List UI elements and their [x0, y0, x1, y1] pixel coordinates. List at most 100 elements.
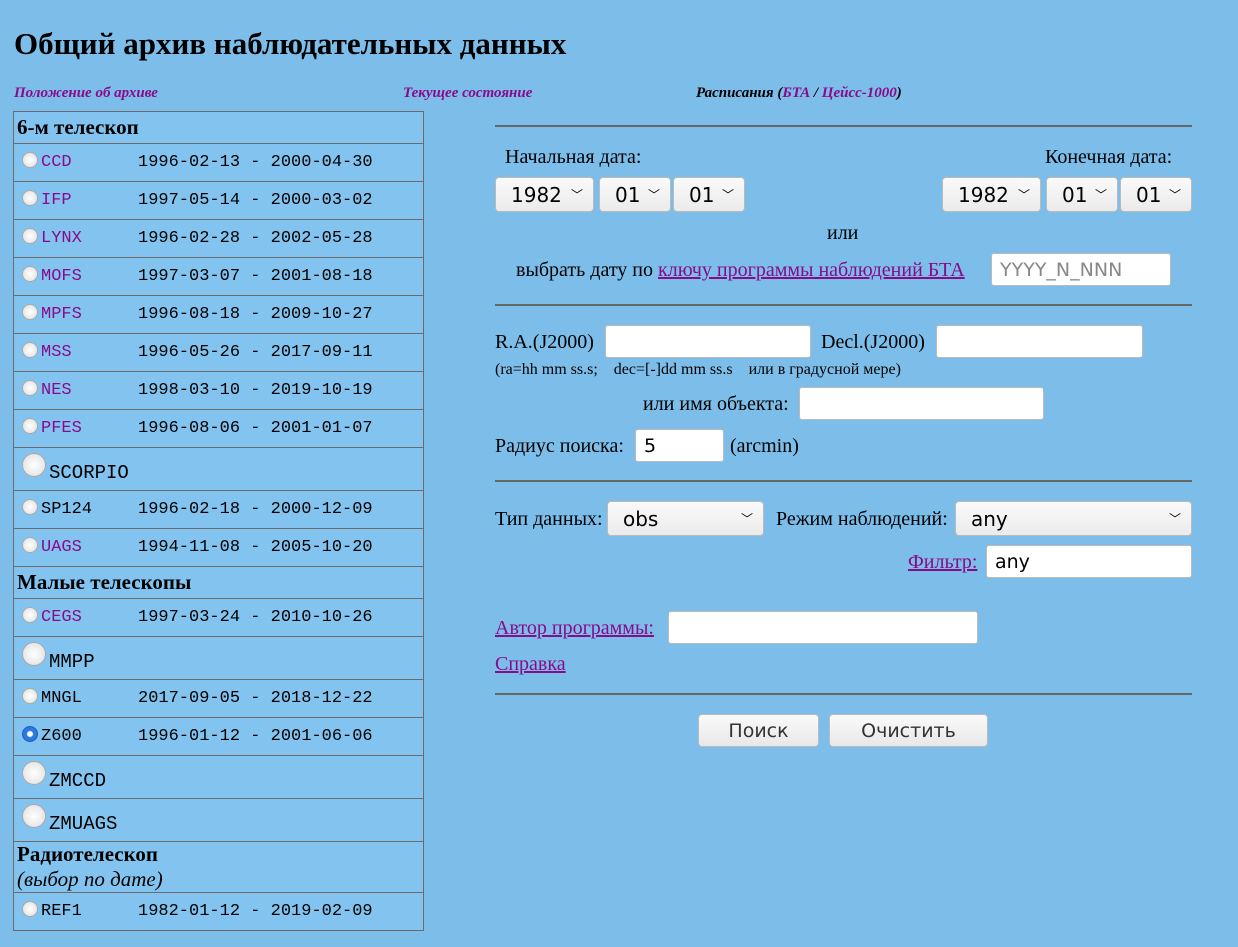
- current-status-link[interactable]: Текущее состояние: [403, 85, 533, 101]
- section-header: Малые телескопы: [13, 566, 424, 599]
- chevron-down-icon: ﹀: [721, 188, 734, 202]
- zeiss-schedule-link[interactable]: Цейсс-1000: [821, 85, 897, 101]
- instrument-radio[interactable]: [22, 498, 38, 515]
- program-key-link[interactable]: ключу программы наблюдений БТА: [658, 259, 965, 281]
- instrument-table: 6-м телескоп CCD 1996-02-13 - 2000-04-30 IF…: [13, 111, 424, 931]
- bta-schedule-link[interactable]: БТА: [782, 85, 811, 101]
- instrument-row[interactable]: IFP 1997-05-14 - 2000-03-02: [13, 181, 424, 220]
- end-month-select[interactable]: 01 ﹀: [1046, 177, 1118, 212]
- clear-button[interactable]: Очистить: [829, 714, 988, 747]
- author-input[interactable]: [668, 611, 978, 644]
- obs-mode-label: Режим наблюдений:: [776, 508, 948, 530]
- obs-mode-select[interactable]: any ﹀: [955, 501, 1192, 536]
- instrument-name: MMPP: [49, 651, 95, 673]
- instrument-name[interactable]: CCD: [41, 153, 72, 172]
- instrument-radio[interactable]: [22, 379, 38, 396]
- end-day-select[interactable]: 01 ﹀: [1120, 177, 1192, 212]
- date-range: 1997-05-14 - 2000-03-02: [138, 191, 373, 210]
- instrument-row[interactable]: SP124 1996-02-18 - 2000-12-09: [13, 490, 424, 529]
- date-range: 1996-08-18 - 2009-10-27: [138, 305, 373, 324]
- chevron-down-icon: ﹀: [1168, 512, 1181, 526]
- instrument-name[interactable]: LYNX: [41, 229, 82, 248]
- instrument-radio[interactable]: [22, 265, 38, 282]
- object-name-input[interactable]: [799, 387, 1044, 420]
- about-archive-link[interactable]: Положение об архиве: [14, 85, 158, 101]
- divider: [495, 693, 1192, 695]
- instrument-name: ZMUAGS: [49, 813, 118, 835]
- chevron-down-icon: ﹀: [1017, 188, 1030, 202]
- instrument-radio[interactable]: [22, 606, 38, 623]
- date-range: 1997-03-24 - 2010-10-26: [138, 608, 373, 627]
- instrument-radio[interactable]: [22, 189, 38, 206]
- filter-link[interactable]: Фильтр:: [908, 551, 978, 573]
- instrument-row[interactable]: MPFS 1996-08-18 - 2009-10-27: [13, 295, 424, 334]
- instrument-row[interactable]: SCORPIO: [13, 447, 424, 491]
- instrument-row[interactable]: Z600 1996-01-12 - 2001-06-06: [13, 717, 424, 756]
- instrument-radio[interactable]: [22, 303, 38, 320]
- instrument-radio[interactable]: [22, 900, 38, 917]
- instrument-name: ZMCCD: [49, 770, 107, 792]
- instrument-radio[interactable]: [22, 453, 46, 477]
- instrument-radio[interactable]: [22, 536, 38, 553]
- instrument-row[interactable]: CEGS 1997-03-24 - 2010-10-26: [13, 598, 424, 637]
- instrument-row[interactable]: MSS 1996-05-26 - 2017-09-11: [13, 333, 424, 372]
- instrument-name[interactable]: CEGS: [41, 608, 82, 627]
- instrument-row[interactable]: MOFS 1997-03-07 - 2001-08-18: [13, 257, 424, 296]
- divider: [495, 304, 1192, 306]
- section-subtitle: (выбор по дате): [17, 867, 163, 891]
- chevron-down-icon: ﹀: [1094, 188, 1107, 202]
- filter-input[interactable]: any: [986, 545, 1192, 578]
- instrument-row[interactable]: NES 1998-03-10 - 2019-10-19: [13, 371, 424, 410]
- instrument-name: Z600: [41, 727, 82, 746]
- start-date-label: Начальная дата:: [505, 146, 642, 168]
- date-range: 1982-01-12 - 2019-02-09: [138, 902, 373, 921]
- start-month-select[interactable]: 01 ﹀: [599, 177, 671, 212]
- date-range: 2017-09-05 - 2018-12-22: [138, 689, 373, 708]
- search-button[interactable]: Поиск: [698, 714, 819, 747]
- author-link[interactable]: Автор программы:: [495, 617, 654, 639]
- ra-input[interactable]: [605, 325, 811, 358]
- program-key-input[interactable]: YYYY_N_NNN: [991, 253, 1171, 286]
- dec-input[interactable]: [936, 325, 1143, 358]
- instrument-row[interactable]: MMPP: [13, 636, 424, 680]
- instrument-row[interactable]: PFES 1996-08-06 - 2001-01-07: [13, 409, 424, 448]
- radius-input[interactable]: 5: [635, 429, 724, 462]
- instrument-row[interactable]: ZMUAGS: [13, 798, 424, 842]
- instrument-radio[interactable]: [22, 227, 38, 244]
- section-header: Радиотелескоп (выбор по дате): [13, 841, 424, 893]
- end-year-select[interactable]: 1982 ﹀: [942, 177, 1041, 212]
- instrument-row[interactable]: ZMCCD: [13, 755, 424, 799]
- instrument-radio[interactable]: [22, 687, 38, 704]
- help-link[interactable]: Справка: [495, 653, 566, 675]
- instrument-row[interactable]: REF1 1982-01-12 - 2019-02-09: [13, 892, 424, 931]
- instrument-row[interactable]: MNGL 2017-09-05 - 2018-12-22: [13, 679, 424, 718]
- instrument-name[interactable]: MPFS: [41, 305, 82, 324]
- data-type-select[interactable]: obs ﹀: [607, 501, 764, 536]
- date-range: 1994-11-08 - 2005-10-20: [138, 538, 373, 557]
- dec-label: Decl.(J2000): [821, 331, 925, 353]
- object-label: или имя объекта:: [643, 393, 789, 415]
- instrument-name: SP124: [41, 500, 93, 519]
- instrument-radio[interactable]: [22, 341, 38, 358]
- date-range: 1997-03-07 - 2001-08-18: [138, 267, 373, 286]
- start-year-select[interactable]: 1982 ﹀: [495, 177, 594, 212]
- instrument-row[interactable]: UAGS 1994-11-08 - 2005-10-20: [13, 528, 424, 567]
- instrument-row[interactable]: LYNX 1996-02-28 - 2002-05-28: [13, 219, 424, 258]
- divider: [495, 480, 1192, 482]
- instrument-row[interactable]: CCD 1996-02-13 - 2000-04-30: [13, 143, 424, 182]
- instrument-radio[interactable]: [22, 642, 46, 666]
- instrument-name[interactable]: IFP: [41, 191, 72, 210]
- instrument-radio[interactable]: [22, 804, 46, 828]
- ra-label: R.A.(J2000): [495, 331, 594, 353]
- instrument-radio[interactable]: [22, 417, 38, 434]
- start-day-select[interactable]: 01 ﹀: [673, 177, 745, 212]
- instrument-name[interactable]: PFES: [41, 419, 82, 438]
- date-range: 1996-02-13 - 2000-04-30: [138, 153, 373, 172]
- instrument-radio[interactable]: [22, 725, 38, 742]
- instrument-name[interactable]: UAGS: [41, 538, 82, 557]
- instrument-radio[interactable]: [22, 151, 38, 168]
- instrument-radio[interactable]: [22, 761, 46, 785]
- instrument-name[interactable]: NES: [41, 381, 72, 400]
- instrument-name[interactable]: MSS: [41, 343, 72, 362]
- instrument-name[interactable]: MOFS: [41, 267, 82, 286]
